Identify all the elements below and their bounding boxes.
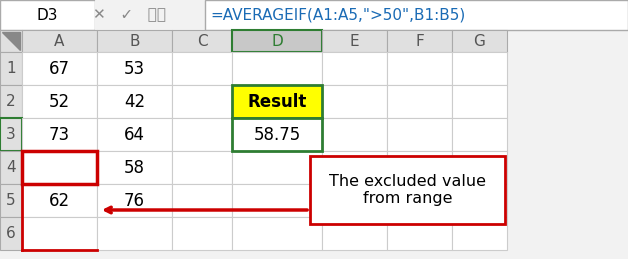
Text: ✕   ✓   𝑓𝑥: ✕ ✓ 𝑓𝑥: [94, 8, 166, 23]
Bar: [22, 151, 97, 184]
Text: =AVERAGEIF(A1:A5,">50",B1:B5): =AVERAGEIF(A1:A5,">50",B1:B5): [210, 8, 465, 23]
Bar: [387, 151, 452, 184]
Text: 73: 73: [49, 126, 70, 143]
Text: 62: 62: [49, 191, 70, 210]
Text: 76: 76: [124, 191, 145, 210]
Bar: [97, 217, 172, 250]
Bar: [452, 184, 507, 217]
Bar: [452, 52, 507, 85]
Bar: [0, 184, 22, 217]
Text: 6: 6: [6, 226, 16, 241]
Bar: [172, 85, 232, 118]
Bar: [322, 151, 387, 184]
Bar: [0, 151, 22, 184]
Bar: [232, 151, 322, 184]
Text: C: C: [197, 33, 207, 48]
Text: A: A: [54, 33, 65, 48]
Bar: [0, 217, 22, 250]
Text: 2: 2: [6, 94, 16, 109]
Bar: [387, 217, 452, 250]
Text: The excluded value
from range: The excluded value from range: [329, 174, 486, 206]
Bar: [0, 52, 22, 85]
Bar: [322, 118, 387, 151]
Bar: [232, 30, 322, 52]
Bar: [387, 52, 452, 85]
Bar: [172, 151, 232, 184]
Text: F: F: [415, 33, 424, 48]
Text: 64: 64: [124, 126, 145, 143]
Bar: [387, 85, 452, 118]
Text: 1: 1: [6, 61, 16, 76]
Bar: [97, 85, 172, 118]
Bar: [22, 118, 97, 151]
Text: 42: 42: [124, 92, 145, 111]
Bar: [232, 85, 322, 118]
Bar: [322, 85, 387, 118]
Bar: [22, 151, 97, 184]
Bar: [0, 118, 22, 151]
Text: 3: 3: [6, 127, 16, 142]
Bar: [322, 184, 387, 217]
Text: Result: Result: [247, 92, 306, 111]
Bar: [387, 30, 452, 52]
Bar: [97, 151, 172, 184]
Bar: [97, 52, 172, 85]
Bar: [452, 85, 507, 118]
Bar: [97, 30, 172, 52]
Bar: [310, 156, 505, 224]
Text: D: D: [271, 33, 283, 48]
Text: 58.75: 58.75: [253, 126, 301, 143]
Bar: [205, 0, 628, 30]
Text: 53: 53: [124, 60, 145, 77]
Bar: [97, 118, 172, 151]
Bar: [172, 118, 232, 151]
Text: B: B: [129, 33, 140, 48]
Bar: [22, 217, 97, 250]
Bar: [22, 30, 97, 52]
Text: 52: 52: [49, 92, 70, 111]
Bar: [232, 52, 322, 85]
Bar: [232, 118, 322, 151]
Bar: [172, 30, 232, 52]
Text: 58: 58: [124, 159, 145, 176]
Bar: [452, 30, 507, 52]
Bar: [0, 0, 95, 30]
Bar: [97, 184, 172, 217]
Text: G: G: [474, 33, 485, 48]
Text: D3: D3: [36, 8, 58, 23]
Text: 67: 67: [49, 60, 70, 77]
Bar: [452, 118, 507, 151]
Text: 5: 5: [6, 193, 16, 208]
Bar: [322, 52, 387, 85]
Bar: [387, 118, 452, 151]
Bar: [22, 85, 97, 118]
Text: 45: 45: [49, 159, 70, 176]
Bar: [172, 217, 232, 250]
Bar: [172, 184, 232, 217]
Bar: [322, 217, 387, 250]
Bar: [452, 151, 507, 184]
Bar: [322, 30, 387, 52]
Bar: [452, 217, 507, 250]
Bar: [172, 52, 232, 85]
Text: 4: 4: [6, 160, 16, 175]
Bar: [232, 85, 322, 118]
Bar: [22, 52, 97, 85]
Bar: [232, 118, 322, 151]
Bar: [232, 217, 322, 250]
Bar: [232, 184, 322, 217]
Polygon shape: [2, 32, 20, 50]
Bar: [0, 85, 22, 118]
Bar: [95, 0, 205, 30]
Bar: [22, 184, 97, 217]
Text: E: E: [350, 33, 359, 48]
Bar: [387, 184, 452, 217]
Bar: [0, 30, 22, 52]
